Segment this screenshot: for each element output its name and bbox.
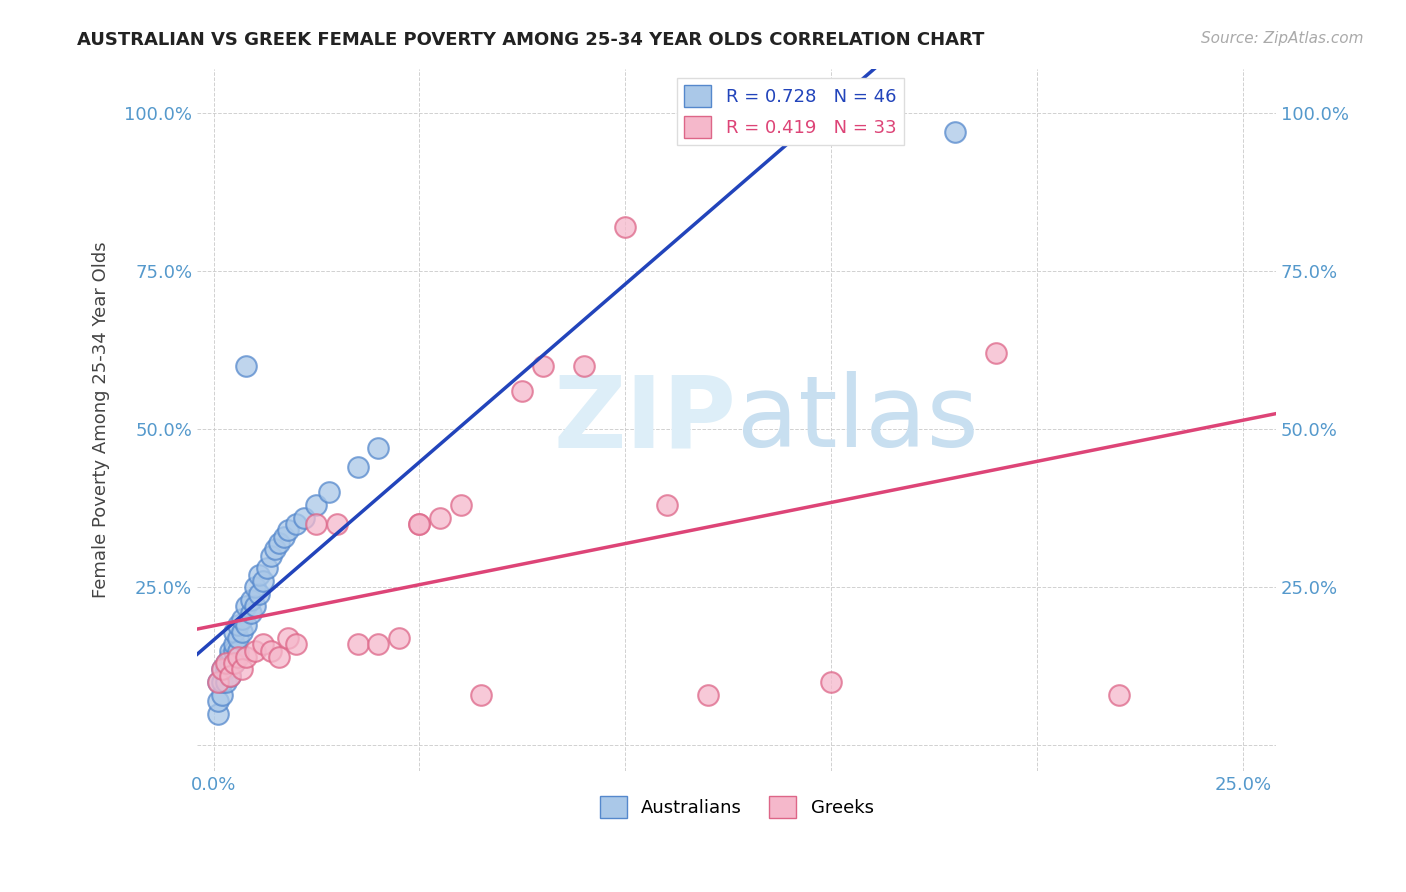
Point [207, 706, 229, 721]
Point [243, 580, 266, 594]
Point [215, 656, 238, 670]
Point [224, 637, 246, 651]
Point [318, 485, 340, 500]
Point [247, 586, 270, 600]
Point [243, 599, 266, 614]
Point [239, 606, 262, 620]
Point [367, 441, 389, 455]
Point [235, 359, 257, 373]
Point [207, 675, 229, 690]
Point [696, 688, 718, 702]
Point [367, 637, 389, 651]
Text: Source: ZipAtlas.com: Source: ZipAtlas.com [1201, 31, 1364, 46]
Point [219, 656, 242, 670]
Point [305, 498, 328, 512]
Point [224, 656, 246, 670]
Point [470, 688, 492, 702]
Point [429, 510, 451, 524]
Point [243, 643, 266, 657]
Point [211, 663, 233, 677]
Point [231, 612, 253, 626]
Point [984, 346, 1007, 360]
Point [211, 663, 233, 677]
Point [292, 510, 315, 524]
Point [273, 530, 295, 544]
Point [346, 637, 368, 651]
Point [226, 631, 249, 645]
Point [269, 536, 291, 550]
Point [408, 516, 430, 531]
Point [252, 637, 274, 651]
Legend: Australians, Greeks: Australians, Greeks [592, 789, 880, 825]
Point [231, 663, 253, 677]
Point [655, 498, 678, 512]
Point [326, 516, 349, 531]
Point [215, 675, 238, 690]
Point [696, 105, 718, 120]
Point [277, 524, 299, 538]
Point [284, 516, 307, 531]
Point [215, 663, 238, 677]
Point [614, 219, 637, 234]
Point [215, 656, 238, 670]
Y-axis label: Female Poverty Among 25-34 Year Olds: Female Poverty Among 25-34 Year Olds [93, 242, 110, 598]
Point [531, 359, 554, 373]
Point [247, 567, 270, 582]
Point [943, 125, 966, 139]
Point [207, 675, 229, 690]
Text: AUSTRALIAN VS GREEK FEMALE POVERTY AMONG 25-34 YEAR OLDS CORRELATION CHART: AUSTRALIAN VS GREEK FEMALE POVERTY AMONG… [77, 31, 984, 49]
Point [408, 516, 430, 531]
Point [346, 460, 368, 475]
Point [226, 649, 249, 664]
Point [450, 498, 472, 512]
Text: atlas: atlas [737, 371, 979, 468]
Point [264, 542, 287, 557]
Point [207, 694, 229, 708]
Point [219, 649, 242, 664]
Point [1108, 688, 1130, 702]
Point [260, 549, 283, 563]
Point [224, 643, 246, 657]
Point [224, 656, 246, 670]
Point [572, 359, 595, 373]
Point [305, 516, 328, 531]
Point [284, 637, 307, 651]
Point [211, 688, 233, 702]
Point [224, 624, 246, 639]
Point [235, 618, 257, 632]
Point [219, 643, 242, 657]
Point [256, 561, 278, 575]
Point [269, 649, 291, 664]
Point [277, 631, 299, 645]
Point [231, 624, 253, 639]
Point [512, 384, 534, 398]
Point [235, 649, 257, 664]
Text: ZIP: ZIP [554, 371, 737, 468]
Point [820, 675, 842, 690]
Point [388, 631, 411, 645]
Point [239, 593, 262, 607]
Point [219, 669, 242, 683]
Point [226, 618, 249, 632]
Point [219, 669, 242, 683]
Point [211, 675, 233, 690]
Point [226, 643, 249, 657]
Point [235, 599, 257, 614]
Point [260, 643, 283, 657]
Point [252, 574, 274, 588]
